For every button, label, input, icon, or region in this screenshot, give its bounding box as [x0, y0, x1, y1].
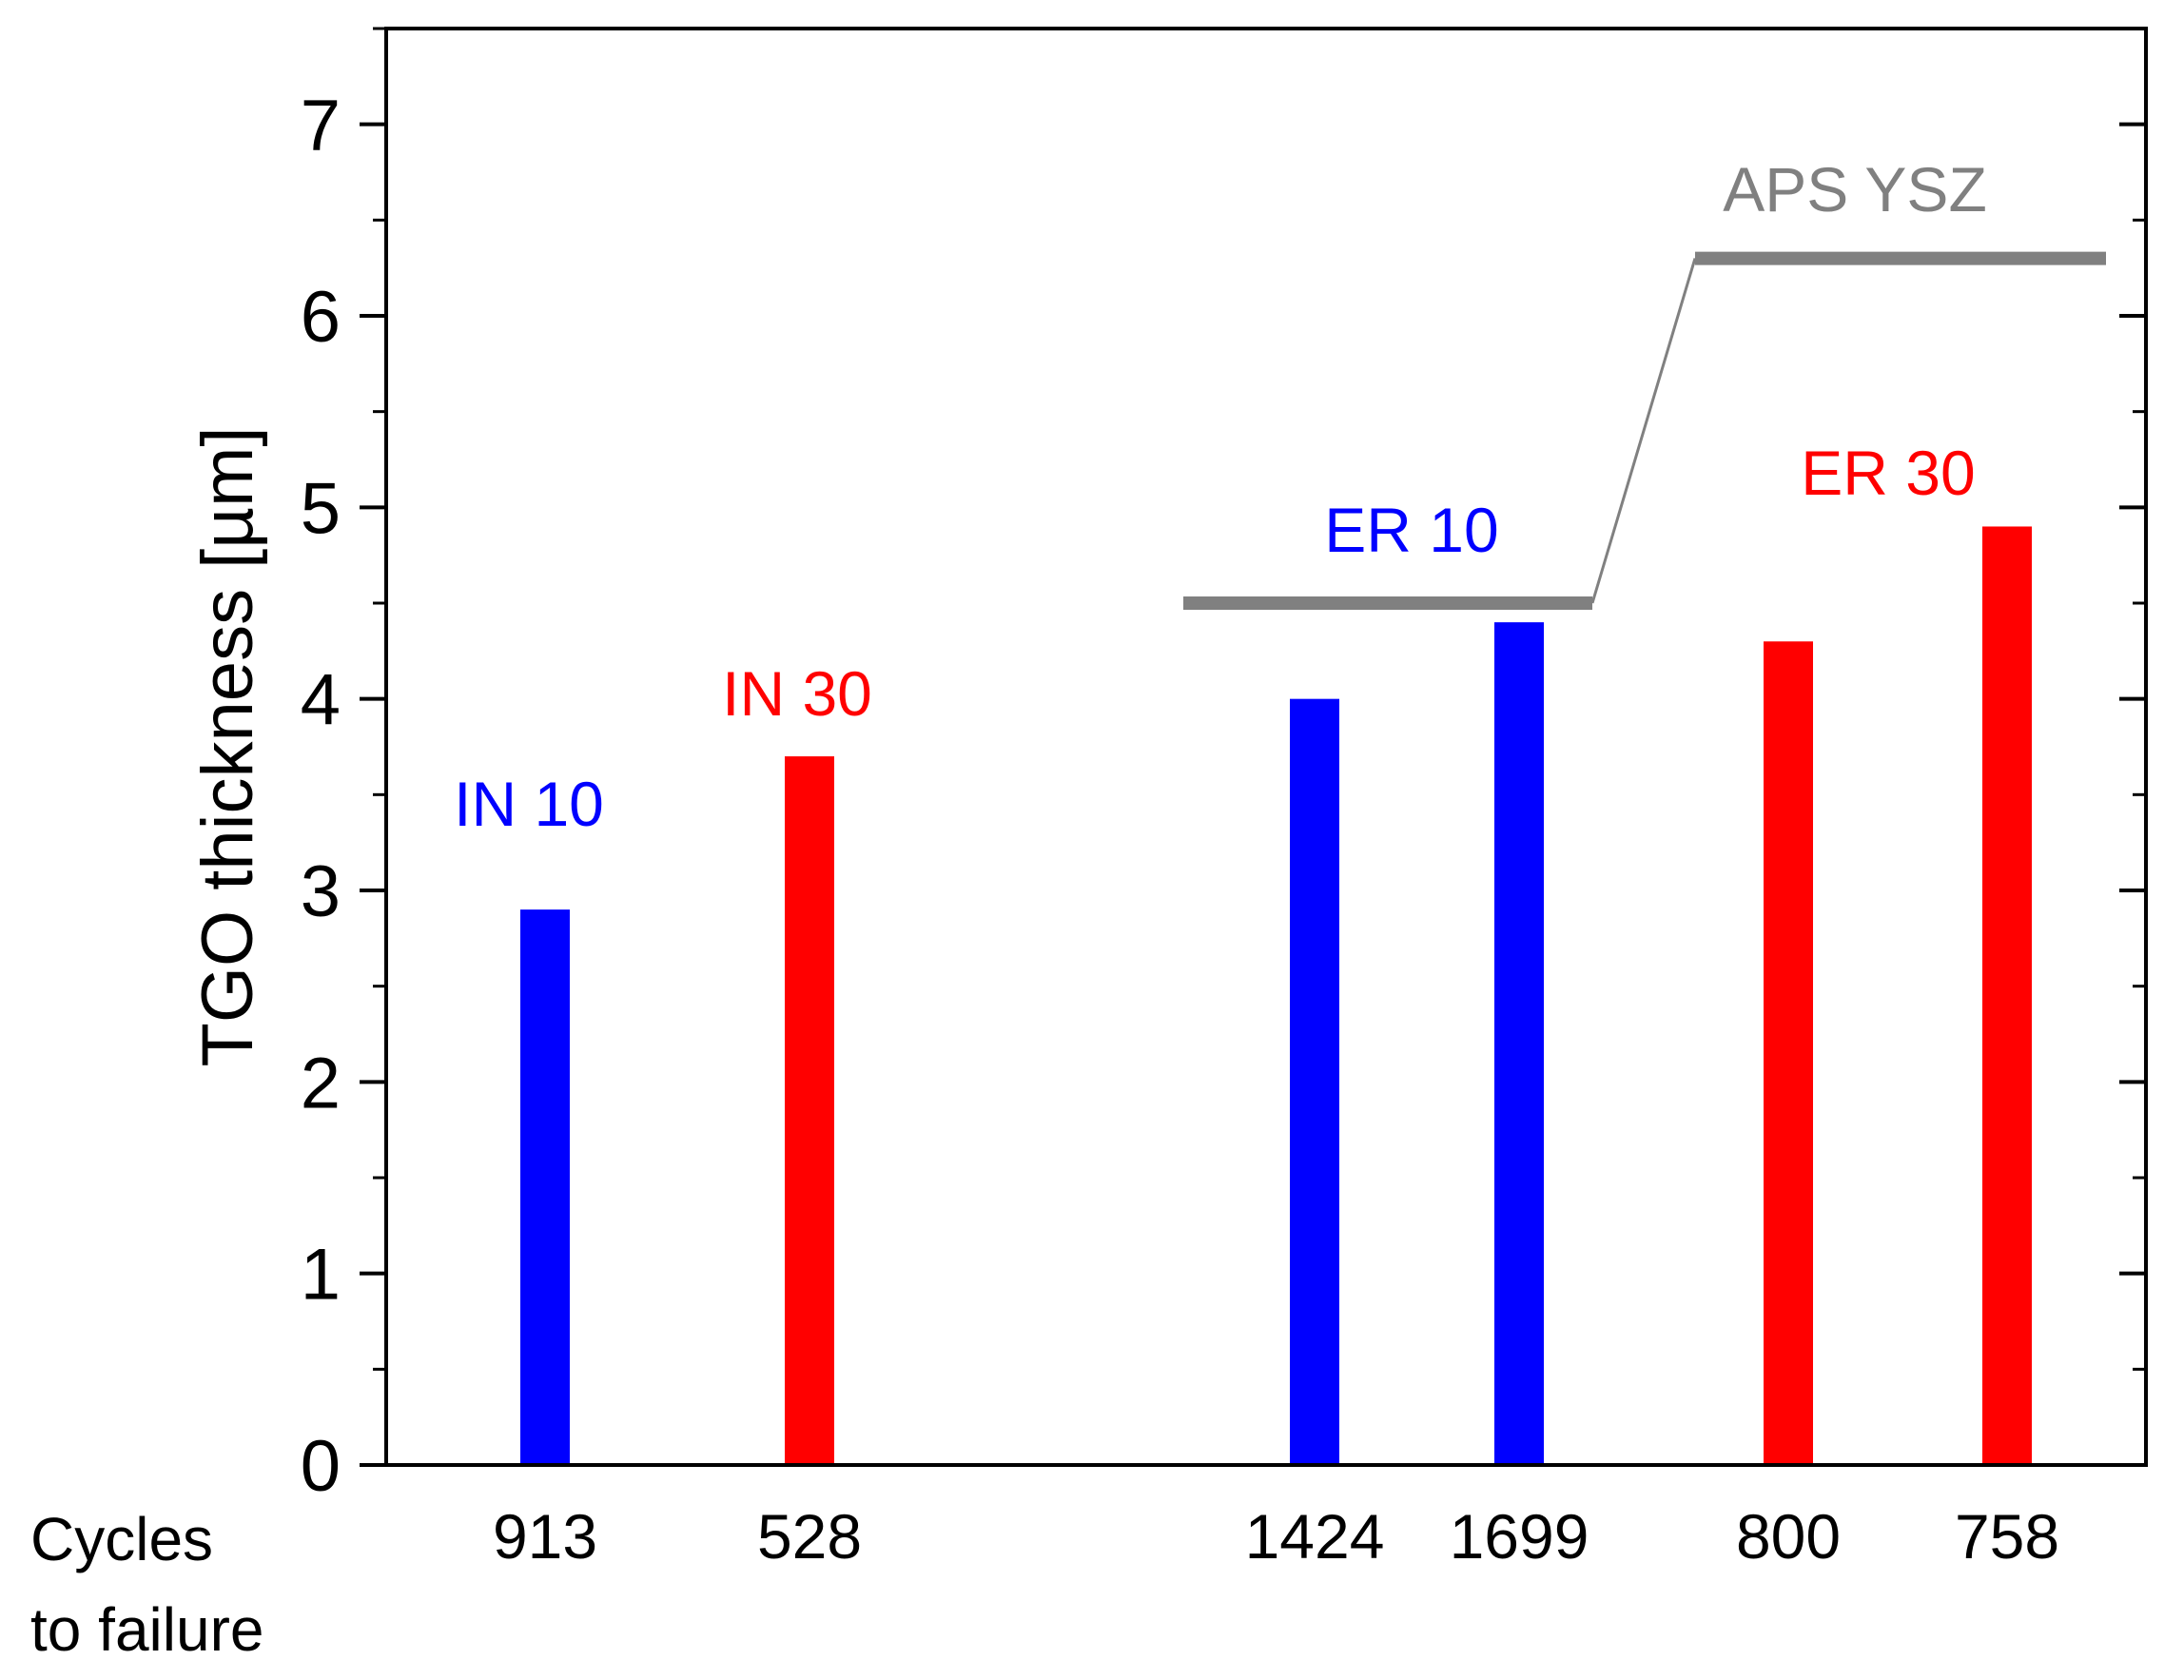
bar [1764, 641, 1813, 1465]
y-tick-label: 3 [301, 851, 341, 932]
y-tick-label: 4 [301, 660, 341, 741]
y-tick-label: 5 [301, 468, 341, 549]
group-label-er10: ER 10 [1324, 495, 1498, 565]
plot-frame [384, 27, 2148, 1467]
ticks: 0 1 2 3 4 5 6 7 [301, 27, 2146, 1507]
bar [785, 756, 834, 1465]
group-label-in10: IN 10 [454, 769, 604, 839]
bars: 913 528 1424 1699 800 758 [493, 526, 2059, 1572]
x-category-label: 758 [1955, 1501, 2059, 1572]
x-row-label-line1: Cycles [30, 1505, 213, 1573]
x-row-label-line2: to failure [30, 1595, 263, 1664]
reference-connector [1590, 258, 1697, 604]
y-tick-label: 7 [301, 86, 341, 166]
x-category-label: 800 [1736, 1501, 1841, 1572]
bar [1290, 698, 1339, 1465]
y-tick-label: 0 [301, 1426, 341, 1507]
x-category-label: 1424 [1245, 1501, 1385, 1572]
y-axis-label: TGO thickness [µm] [187, 426, 268, 1066]
bar [520, 909, 570, 1465]
x-category-label: 913 [493, 1501, 597, 1572]
y-tick-label: 1 [301, 1235, 341, 1316]
y-tick-label: 2 [301, 1043, 341, 1123]
bar [1982, 526, 2032, 1465]
y-tick-label: 6 [301, 277, 341, 358]
reference-label: APS YSZ [1723, 154, 1987, 225]
group-label-er30: ER 30 [1801, 438, 1975, 508]
reference-line [1183, 251, 2106, 610]
group-label-in30: IN 30 [722, 658, 872, 729]
x-category-label: 1699 [1450, 1501, 1589, 1572]
x-category-label: 528 [757, 1501, 862, 1572]
bar [1494, 622, 1544, 1465]
